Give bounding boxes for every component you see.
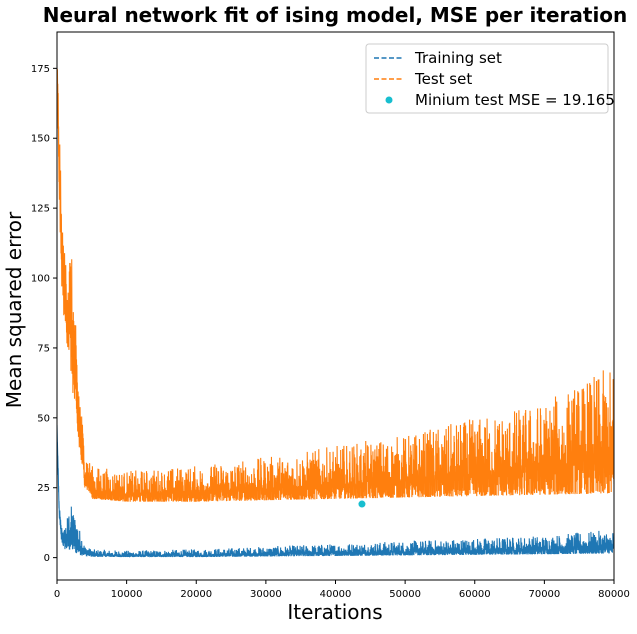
y-tick-label: 100 <box>31 274 50 285</box>
x-axis-label: Iterations <box>287 600 382 624</box>
y-axis: 0 25 50 75 100 125 150 175 <box>31 64 57 564</box>
x-tick-label: 50000 <box>389 589 421 600</box>
y-tick-label: 125 <box>31 204 50 215</box>
x-tick-label: 20000 <box>180 589 212 600</box>
y-tick-label: 75 <box>37 343 50 354</box>
legend-label: Training set <box>414 49 502 67</box>
series-line-0 <box>57 424 614 559</box>
series-training-set <box>57 424 614 559</box>
plot-area <box>57 67 614 559</box>
y-tick-label: 25 <box>37 483 50 494</box>
y-tick-label: 50 <box>37 413 50 424</box>
chart-title: Neural network fit of ising model, MSE p… <box>43 3 628 27</box>
legend-label: Minium test MSE = 19.165 <box>415 91 615 109</box>
min-test-mse-marker <box>358 500 366 508</box>
y-tick-label: 150 <box>31 134 50 145</box>
legend-label: Test set <box>414 70 472 88</box>
x-tick-label: 80000 <box>598 589 630 600</box>
legend: Training set Test set Minium test MSE = 19… <box>365 43 615 114</box>
x-tick-label: 0 <box>54 589 60 600</box>
x-tick-label: 40000 <box>320 589 352 600</box>
x-tick-label: 30000 <box>250 589 282 600</box>
series-line-1 <box>57 67 614 502</box>
x-tick-label: 60000 <box>459 589 491 600</box>
y-tick-label: 0 <box>44 553 50 564</box>
x-tick-label: 10000 <box>111 589 143 600</box>
x-tick-label: 70000 <box>528 589 560 600</box>
y-tick-label: 175 <box>31 64 50 75</box>
legend-box <box>365 43 609 114</box>
legend-marker <box>385 96 393 104</box>
y-axis-label: Mean squared error <box>2 211 26 408</box>
x-axis: 0 10000 20000 30000 40000 50000 60000 70000 8000… <box>54 580 630 600</box>
series-test-set <box>57 67 614 502</box>
